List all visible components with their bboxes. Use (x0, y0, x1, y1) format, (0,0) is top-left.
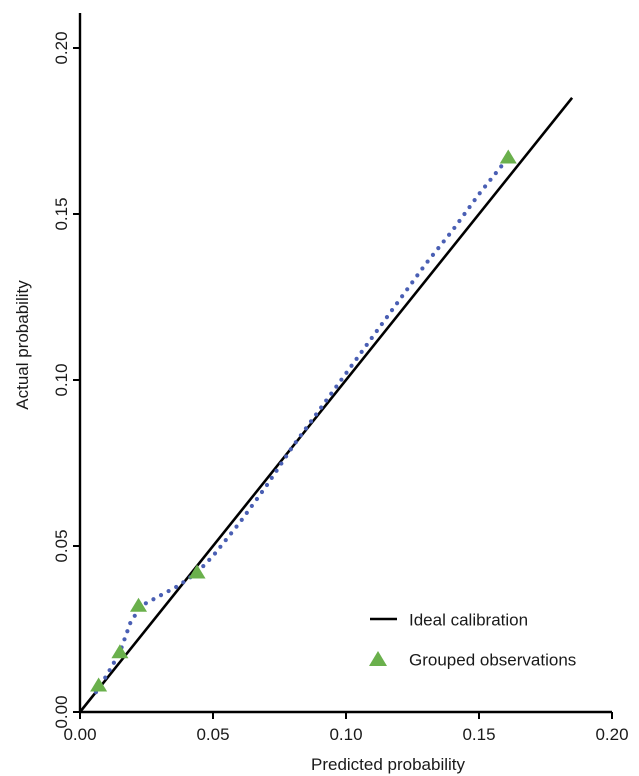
y-tick-label: 0.20 (52, 31, 71, 64)
y-tick-label: 0.15 (52, 197, 71, 230)
grouped-observation-point (130, 597, 148, 612)
x-tick-label: 0.10 (329, 725, 362, 744)
y-axis-title: Actual probability (13, 280, 32, 410)
axes: 0.00 0.05 0.10 0.15 0.20 0.00 0.05 0.10 0.15 0.20 (52, 13, 629, 744)
x-tick-label: 0.00 (63, 725, 96, 744)
legend: Ideal calibration Grouped observations (369, 610, 576, 669)
legend-triangle-swatch (369, 651, 387, 666)
legend-label-ideal: Ideal calibration (409, 610, 528, 629)
grouped-observation-point (111, 644, 129, 659)
x-tick-label: 0.15 (462, 725, 495, 744)
grouped-observation-point (90, 677, 108, 692)
legend-label-grouped: Grouped observations (409, 650, 576, 669)
x-tick-label: 0.05 (196, 725, 229, 744)
x-axis-title: Predicted probability (311, 755, 466, 774)
y-tick-label: 0.00 (52, 695, 71, 728)
plot-area (78, 96, 574, 713)
ideal-calibration-line (78, 96, 574, 713)
x-tick-label: 0.20 (595, 725, 628, 744)
y-tick-label: 0.10 (52, 363, 71, 396)
y-tick-label: 0.05 (52, 529, 71, 562)
smoothed-calibration-curve (93, 158, 508, 695)
grouped-observation-point (188, 564, 206, 579)
grouped-observation-point (499, 149, 517, 164)
